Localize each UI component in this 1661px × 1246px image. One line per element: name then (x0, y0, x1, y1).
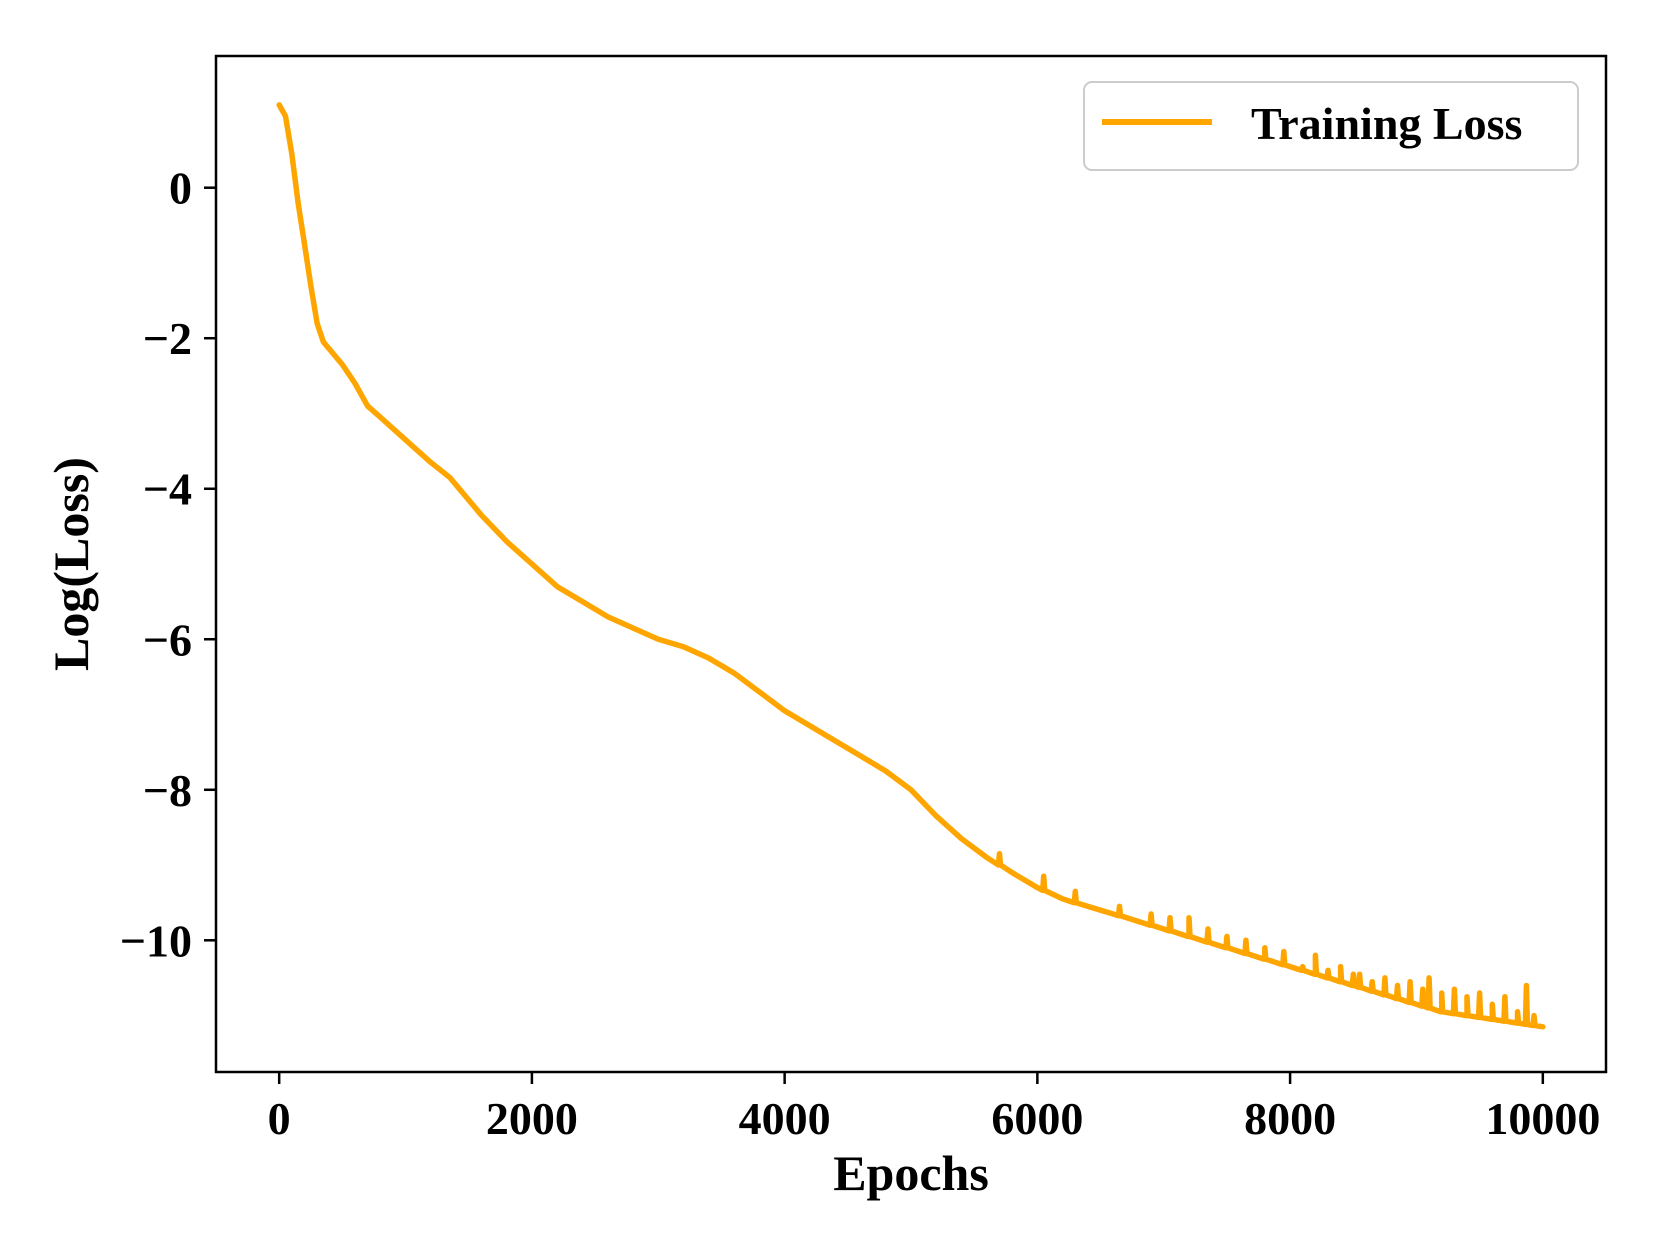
x-tick-label: 4000 (739, 1093, 831, 1144)
x-tick-label: 6000 (991, 1093, 1083, 1144)
series-line-training-loss (276, 102, 1546, 1030)
x-tick-label: 8000 (1244, 1093, 1336, 1144)
y-tick-label: −4 (143, 464, 192, 515)
legend-label-training-loss: Training Loss (1251, 98, 1522, 149)
y-tick-label: −2 (143, 313, 192, 364)
legend-box (1083, 81, 1579, 171)
y-tick-label: 0 (169, 163, 192, 214)
y-tick-label: −6 (143, 614, 192, 665)
y-tick-label: −8 (143, 765, 192, 816)
x-tick-label: 0 (268, 1093, 291, 1144)
y-axis-title: Log(Loss) (43, 457, 99, 671)
y-axis: 0 −2 −4 −6 −8 −10 (120, 163, 216, 966)
x-tick-label: 2000 (486, 1093, 578, 1144)
series-layer (276, 102, 1546, 1030)
x-axis: 0 2000 4000 6000 8000 10000 (268, 1072, 1600, 1144)
y-tick-label: −10 (120, 915, 192, 966)
x-axis-title: Epochs (833, 1145, 989, 1201)
plot-frame (214, 54, 1608, 1074)
legend: Training Loss (1083, 81, 1579, 171)
x-tick-label: 10000 (1485, 1093, 1600, 1144)
